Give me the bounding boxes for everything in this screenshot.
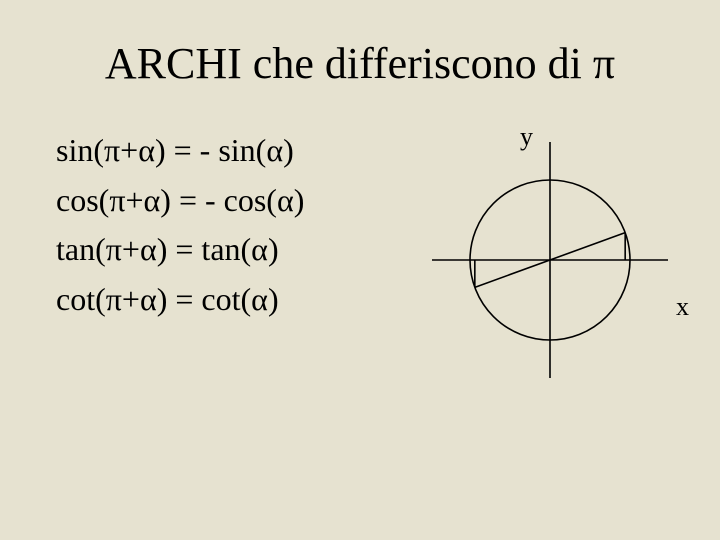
unit-circle-diagram: y x: [430, 130, 690, 370]
equation-tan: tan(π+α) = tan(α): [56, 225, 304, 275]
equation-sin: sin(π+α) = - sin(α): [56, 126, 304, 176]
equations-block: sin(π+α) = - sin(α) cos(π+α) = - cos(α) …: [56, 126, 304, 324]
unit-circle-svg: [430, 130, 690, 390]
page-title: ARCHI che differiscono di π: [0, 38, 720, 89]
equation-cos: cos(π+α) = - cos(α): [56, 176, 304, 226]
x-axis-label: x: [676, 292, 689, 322]
y-axis-label: y: [520, 122, 533, 152]
equation-cot: cot(π+α) = cot(α): [56, 275, 304, 325]
